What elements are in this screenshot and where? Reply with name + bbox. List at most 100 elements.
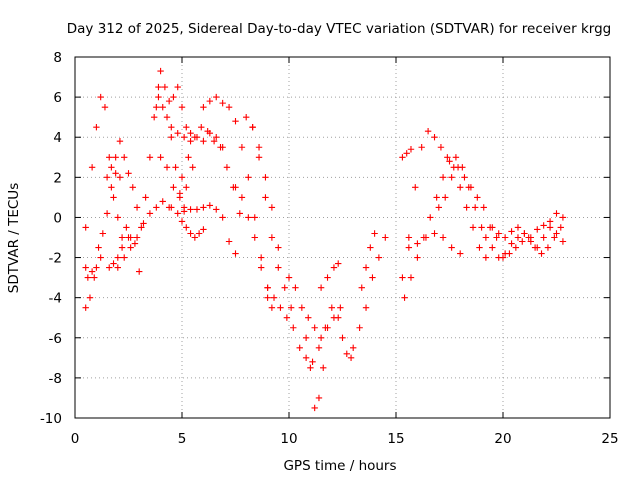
data-point: [493, 234, 500, 241]
data-point: [200, 138, 207, 145]
data-point: [461, 174, 468, 181]
data-point: [281, 284, 288, 291]
data-point: [93, 264, 100, 271]
data-point: [335, 260, 342, 267]
data-point: [454, 164, 462, 171]
data-point: [407, 146, 415, 153]
data-point: [219, 99, 226, 107]
series-sat-h: [153, 67, 194, 145]
data-point: [157, 67, 164, 75]
data-point: [463, 204, 470, 211]
data-point: [262, 194, 269, 201]
data-point: [358, 284, 365, 291]
data-point: [232, 117, 239, 125]
data-point: [362, 264, 370, 271]
data-point: [305, 314, 312, 321]
data-point: [163, 113, 171, 121]
data-point: [418, 144, 425, 151]
data-point: [471, 204, 479, 211]
series-sat-i: [157, 154, 196, 201]
data-point: [514, 224, 522, 231]
data-point: [551, 234, 558, 241]
y-tick-label: -2: [49, 251, 62, 267]
data-point: [328, 304, 335, 311]
data-point: [307, 364, 314, 372]
data-point: [382, 234, 389, 241]
data-point: [110, 260, 117, 267]
data-point: [275, 244, 282, 251]
y-tick-label: 8: [53, 50, 62, 66]
data-point: [439, 234, 447, 241]
data-point: [444, 154, 451, 161]
data-point: [97, 93, 104, 101]
data-point: [302, 354, 310, 362]
data-point: [153, 103, 160, 111]
data-point: [414, 240, 421, 247]
series-sat-g: [142, 93, 188, 211]
data-point: [283, 314, 291, 321]
data-point: [168, 134, 175, 141]
data-point: [97, 254, 104, 261]
data-point: [106, 154, 113, 161]
data-point: [82, 264, 89, 271]
data-point: [540, 222, 547, 229]
data-point: [457, 184, 464, 191]
data-point: [82, 224, 89, 231]
data-point: [91, 274, 98, 281]
data-point: [121, 254, 128, 261]
series-sat-ad: [482, 224, 567, 261]
data-point: [114, 254, 121, 261]
data-point: [401, 294, 408, 301]
data-point: [210, 138, 218, 145]
y-tick-label: 0: [53, 210, 62, 226]
data-point: [544, 244, 552, 251]
data-point: [480, 204, 487, 211]
x-tick-labels: 0 5 10 15 20 25: [71, 431, 619, 447]
data-point: [317, 334, 325, 341]
data-point: [302, 334, 310, 341]
data-point: [86, 294, 94, 301]
data-point: [521, 230, 528, 237]
data-point: [375, 254, 383, 261]
data-point: [506, 250, 513, 257]
series-sat-r: [264, 284, 335, 366]
data-point: [343, 350, 350, 358]
series-sat-m: [178, 218, 207, 241]
series-sat-z: [399, 146, 415, 161]
data-point: [174, 83, 181, 91]
series-sat-o: [232, 184, 276, 311]
x-tick-label: 5: [178, 431, 187, 447]
data-point: [427, 214, 434, 221]
data-point: [123, 224, 130, 231]
data-point: [178, 103, 186, 111]
data-point: [219, 214, 226, 221]
data-point: [180, 134, 188, 141]
data-point: [225, 238, 233, 245]
data-point: [84, 274, 92, 281]
data-point: [356, 324, 363, 331]
series-sat-ac: [435, 164, 500, 241]
series-sat-a: [82, 93, 134, 241]
data-point: [403, 150, 410, 157]
data-points: [82, 67, 567, 412]
data-point: [165, 97, 173, 105]
data-point: [371, 230, 378, 237]
y-tick-label: 6: [53, 90, 62, 106]
series-sat-l: [168, 202, 239, 257]
data-point: [469, 224, 477, 231]
data-point: [103, 210, 111, 217]
data-point: [277, 304, 284, 311]
data-point: [129, 184, 136, 191]
data-point: [217, 144, 224, 151]
data-point: [112, 154, 119, 161]
series-sat-ab: [405, 230, 464, 257]
data-point: [422, 234, 430, 241]
series-sat-n: [200, 93, 271, 301]
data-point: [187, 230, 194, 237]
data-point: [442, 194, 449, 201]
data-point: [176, 194, 184, 201]
data-point: [315, 344, 323, 352]
data-point: [133, 234, 141, 241]
data-point: [262, 174, 269, 181]
